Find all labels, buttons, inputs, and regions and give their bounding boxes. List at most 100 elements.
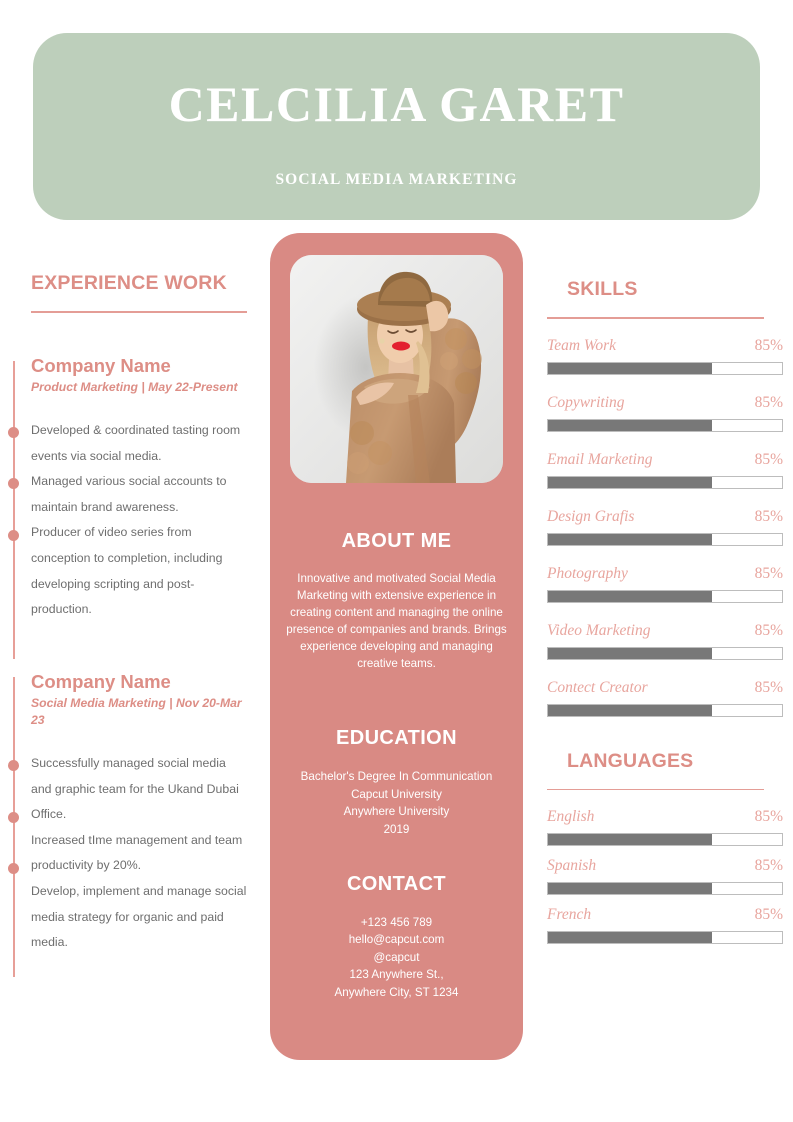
list-item: Developed & coordinated tasting room eve…	[31, 423, 241, 463]
language-header: English 85%	[547, 808, 783, 826]
job-role-dates: Social Media Marketing | Nov 20-Mar 23	[31, 696, 242, 728]
section-title-education: EDUCATION	[335, 727, 457, 749]
education-section: EDUCATION Bachelor's Degree In Communica…	[270, 727, 523, 838]
job-role-dates: Product Marketing | May 22-Present	[31, 380, 238, 395]
languages-section: LANGUAGES English 85% Spanish 85% French 85%	[547, 749, 793, 944]
skill-label: Design Grafis	[547, 507, 635, 525]
skill-percent: 85%	[754, 507, 783, 525]
skill-row: Copywriting 85%	[547, 394, 793, 432]
skill-percent: 85%	[754, 621, 783, 639]
section-divider-experience	[31, 311, 247, 313]
experience-entry: Company Name Social Media Marketing | No…	[0, 671, 262, 977]
language-row: French 85%	[547, 906, 793, 944]
skill-percent: 85%	[754, 678, 783, 696]
skill-percent: 85%	[754, 336, 783, 354]
skill-fill	[548, 362, 712, 374]
contact-details: +123 456 789 hello@capcut.com @capcut 12…	[334, 916, 459, 999]
language-label: Spanish	[547, 857, 597, 874]
section-title-languages: LANGUAGES	[567, 749, 694, 772]
skill-percent: 85%	[754, 450, 783, 468]
skill-header: Contect Creator 85%	[547, 679, 783, 697]
language-fill	[548, 883, 712, 894]
language-track	[547, 931, 783, 944]
skill-track	[547, 646, 783, 660]
list-item: Increased tIme management and team produ…	[31, 832, 243, 873]
about-me-text: Innovative and motivated Social Media Ma…	[286, 572, 507, 670]
skill-row: Design Grafis 85%	[547, 508, 793, 546]
language-percent: 85%	[754, 906, 783, 923]
skill-fill	[548, 590, 712, 602]
section-divider-languages	[547, 788, 764, 790]
about-me-section: ABOUT ME Innovative and motivated Social…	[270, 530, 523, 673]
page-title: CELCILIA GARET	[168, 75, 625, 132]
list-item: Managed various social accounts to maint…	[31, 474, 227, 514]
skill-header: Team Work 85%	[547, 337, 783, 355]
skill-fill	[548, 419, 712, 431]
skill-fill	[548, 704, 712, 716]
skill-track	[547, 532, 783, 546]
skill-fill	[548, 476, 712, 488]
header-subtitle: SOCIAL MEDIA MARKETING	[275, 170, 518, 188]
list-item: Producer of video series from conception…	[31, 525, 223, 617]
skill-track	[547, 418, 783, 432]
language-fill	[548, 932, 712, 943]
section-title-skills: SKILLS	[567, 278, 638, 300]
skill-header: Photography 85%	[547, 565, 783, 583]
header-banner: CELCILIA GARET SOCIAL MEDIA MARKETING	[33, 33, 760, 220]
skill-label: Video Marketing	[547, 621, 651, 639]
language-header: Spanish 85%	[547, 857, 783, 875]
list-item: Develop, implement and manage social med…	[31, 883, 247, 950]
timeline-dot	[8, 862, 20, 874]
timeline-dot	[8, 477, 20, 489]
language-percent: 85%	[754, 808, 783, 825]
skill-label: Photography	[547, 564, 628, 582]
contact-section: CONTACT +123 456 789 hello@capcut.com @c…	[270, 873, 523, 1001]
skill-percent: 85%	[754, 393, 783, 411]
skills-column: SKILLS Team Work 85% Copywriting 85% Email M…	[547, 278, 793, 955]
skills-bar-list: Team Work 85% Copywriting 85% Email Marketin…	[547, 337, 793, 717]
skill-fill	[548, 647, 712, 659]
skill-label: Team Work	[547, 336, 617, 354]
skill-row: Email Marketing 85%	[547, 451, 793, 489]
job-bullet-list: Successfully managed social media and gr…	[31, 751, 262, 956]
experience-column: EXPERIENCE WORK Company Name Product Mar…	[0, 272, 262, 977]
skill-label: Email Marketing	[547, 450, 653, 468]
skill-label: Contect Creator	[547, 678, 648, 696]
skill-fill	[548, 533, 712, 545]
section-title-contact: CONTACT	[346, 873, 447, 895]
language-row: Spanish 85%	[547, 857, 793, 895]
language-track	[547, 833, 783, 846]
job-bullet-list: Developed & coordinated tasting room eve…	[31, 418, 262, 623]
list-item: Successfully managed social media and gr…	[31, 756, 239, 822]
skill-row: Photography 85%	[547, 565, 793, 603]
skill-header: Video Marketing 85%	[547, 622, 783, 640]
timeline-line	[13, 676, 15, 977]
language-row: English 85%	[547, 808, 793, 846]
languages-bar-list: English 85% Spanish 85% French 85%	[547, 808, 793, 944]
experience-entry: Company Name Product Marketing | May 22-…	[0, 354, 262, 659]
skill-track	[547, 589, 783, 603]
timeline-dot	[8, 759, 20, 771]
timeline-dot	[8, 811, 20, 823]
language-label: English	[547, 808, 595, 825]
timeline-dot	[8, 529, 20, 541]
section-divider-skills	[547, 317, 764, 319]
language-label: French	[547, 906, 592, 923]
section-title-about: ABOUT ME	[341, 530, 452, 552]
skill-row: Video Marketing 85%	[547, 622, 793, 660]
language-percent: 85%	[754, 857, 783, 874]
skill-percent: 85%	[754, 564, 783, 582]
skill-header: Email Marketing 85%	[547, 451, 783, 469]
skill-label: Copywriting	[547, 393, 625, 411]
skill-track	[547, 361, 783, 375]
company-name: Company Name	[31, 354, 171, 376]
skill-header: Design Grafis 85%	[547, 508, 783, 526]
timeline-dot	[8, 426, 20, 438]
portrait-photo-icon	[290, 255, 503, 483]
skill-track	[547, 475, 783, 489]
language-fill	[548, 834, 712, 845]
skill-row: Team Work 85%	[547, 337, 793, 375]
skill-row: Contect Creator 85%	[547, 679, 793, 717]
skill-track	[547, 703, 783, 717]
avatar	[290, 255, 503, 483]
